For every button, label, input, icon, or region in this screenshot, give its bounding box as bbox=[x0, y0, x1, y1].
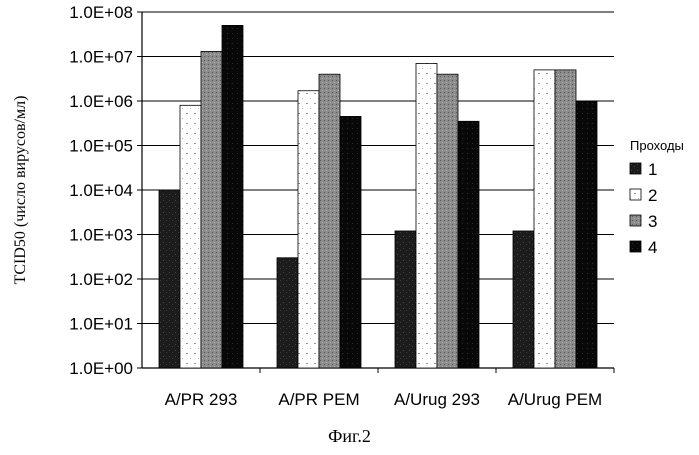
y-tick-label: 1.0E+03 bbox=[69, 226, 133, 245]
category-label: A/Urug 293 bbox=[394, 390, 480, 409]
legend-swatch-2 bbox=[630, 189, 641, 200]
bar-series-3-a-urug-293 bbox=[437, 74, 458, 368]
bar-series-3-a-pr-293 bbox=[201, 51, 222, 368]
bar-series-1-a-pr-293 bbox=[159, 190, 180, 368]
category-labels: A/PR 293 A/PR PEM A/Urug 293 A/Urug PEM bbox=[165, 390, 603, 409]
y-axis-label: TCID50 (число вирусов/мл) bbox=[12, 96, 29, 285]
y-tick-label: 1.0E+01 bbox=[69, 315, 133, 334]
y-tick-label: 1.0E+04 bbox=[69, 181, 133, 200]
bar-series-2-a-pr-293 bbox=[180, 105, 201, 368]
bar-series-1-a-urug-pem bbox=[513, 231, 534, 368]
bar-series-2-a-urug-pem bbox=[534, 70, 555, 368]
legend-swatch-1 bbox=[630, 163, 641, 174]
y-tick-labels: 1.0E+00 1.0E+01 1.0E+02 1.0E+03 1.0E+04 1.0E+… bbox=[69, 3, 133, 378]
bar-series-4-a-urug-pem bbox=[576, 101, 597, 368]
bar-series-2-a-pr-pem bbox=[298, 91, 319, 368]
bar-series-2-a-urug-293 bbox=[416, 63, 437, 368]
bar-series-4-a-pr-pem bbox=[340, 116, 361, 368]
bar-series-1-a-pr-pem bbox=[277, 258, 298, 368]
figure-caption: Фиг.2 bbox=[0, 426, 699, 447]
y-tick-label: 1.0E+08 bbox=[69, 3, 133, 22]
y-tick-label: 1.0E+06 bbox=[69, 92, 133, 111]
legend-swatch-4 bbox=[630, 241, 641, 252]
legend-swatch-3 bbox=[630, 215, 641, 226]
legend-label-3: 3 bbox=[648, 212, 657, 231]
bars bbox=[159, 25, 597, 368]
category-label: A/Urug PEM bbox=[508, 390, 602, 409]
legend-label-1: 1 bbox=[648, 160, 657, 179]
bar-series-4-a-urug-293 bbox=[458, 121, 479, 368]
legend: Проходы 1 2 3 4 bbox=[630, 138, 684, 257]
bar-series-3-a-pr-pem bbox=[319, 74, 340, 368]
y-tick-label: 1.0E+05 bbox=[69, 137, 133, 156]
y-tick-label: 1.0E+07 bbox=[69, 48, 133, 67]
y-tick-label: 1.0E+00 bbox=[69, 359, 133, 378]
category-label: A/PR 293 bbox=[165, 390, 238, 409]
bar-series-4-a-pr-293 bbox=[222, 25, 243, 368]
legend-label-2: 2 bbox=[648, 186, 657, 205]
y-tick-label: 1.0E+02 bbox=[69, 270, 133, 289]
legend-label-4: 4 bbox=[648, 238, 657, 257]
category-label: A/PR PEM bbox=[278, 390, 359, 409]
bar-series-3-a-urug-pem bbox=[555, 70, 576, 368]
bar-series-1-a-urug-293 bbox=[395, 231, 416, 368]
legend-title: Проходы bbox=[630, 138, 684, 153]
